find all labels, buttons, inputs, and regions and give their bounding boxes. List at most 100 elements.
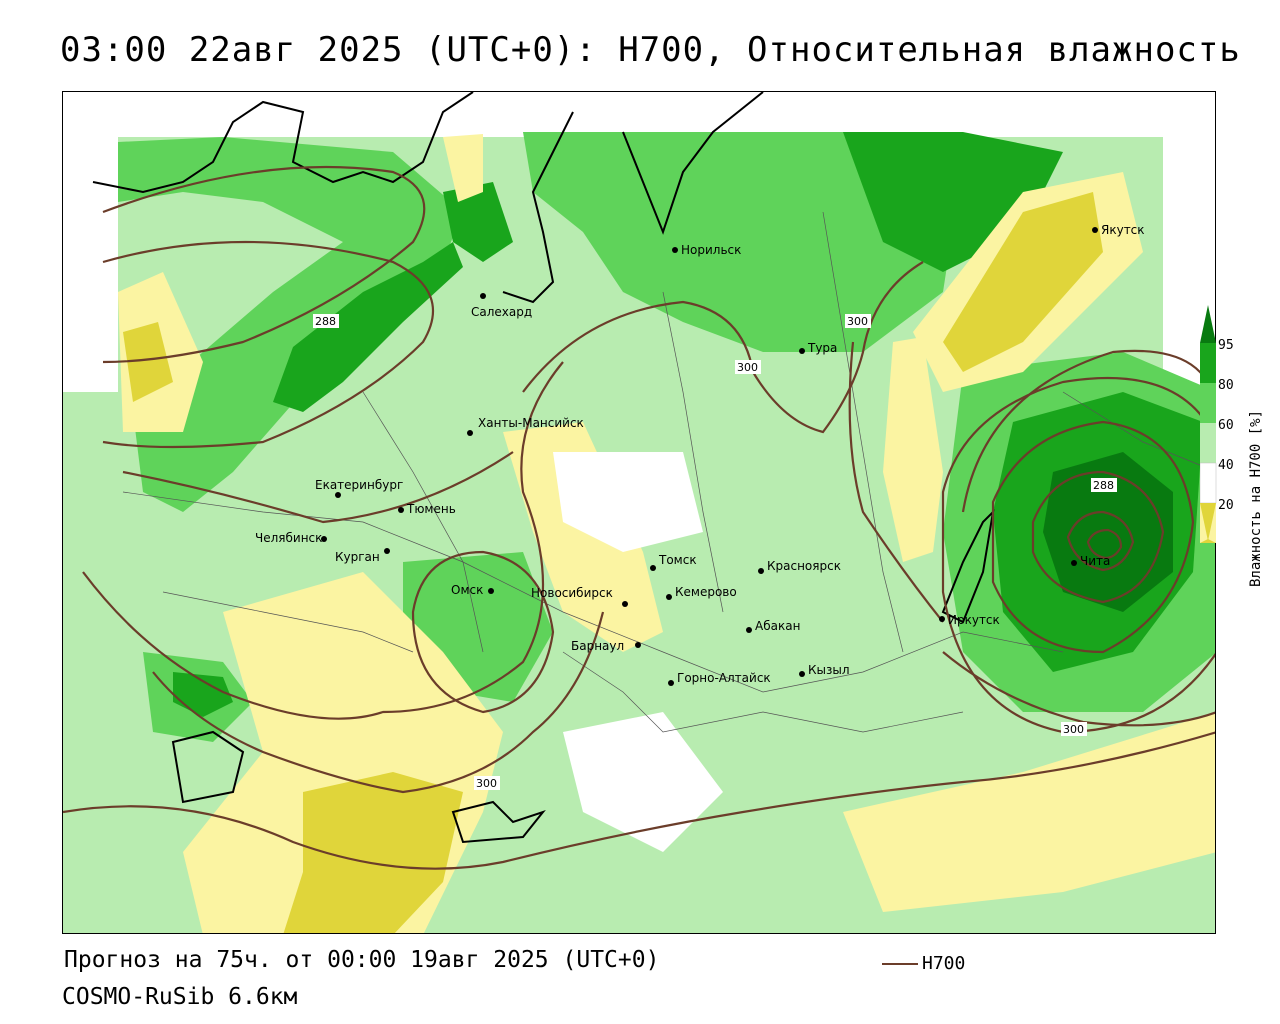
coastline-taymyr <box>622 92 764 235</box>
colorbar-tick-60: 60 <box>1218 418 1234 433</box>
humidity-field <box>63 132 1215 933</box>
contour-chita-2 <box>991 420 1195 654</box>
chart-title: 03:00 22авг 2025 (UTC+0): H700, Относите… <box>60 30 1241 70</box>
contour-omsk-low <box>411 550 555 714</box>
forecast-info: Прогноз на 75ч. от 00:00 19авг 2025 (UTC… <box>64 947 660 973</box>
region-borders <box>122 211 1215 733</box>
contour-300-south <box>82 361 564 720</box>
humidity-95-zone-west <box>273 242 463 412</box>
svg-text:300: 300 <box>476 777 497 790</box>
coastline-arctic <box>92 92 474 194</box>
city-kurgan[interactable]: Курган <box>335 548 390 564</box>
colorbar-band-60 <box>1200 423 1216 463</box>
coastline-balkhash <box>451 800 546 844</box>
city-kemerovo[interactable]: Кемерово <box>666 585 737 600</box>
contour-300-east <box>942 651 1215 727</box>
colorbar-band-95 <box>1200 343 1216 383</box>
svg-text:Салехард: Салехард <box>471 305 532 319</box>
colorbar-tick-40: 40 <box>1218 458 1234 473</box>
humidity-80-zone-west <box>118 137 463 512</box>
contour-288-north <box>102 165 426 364</box>
svg-text:Челябинск: Челябинск <box>255 531 322 545</box>
city-khanty-mansiysk[interactable]: Ханты-Мансийск <box>467 416 584 436</box>
svg-text:Чита: Чита <box>1080 554 1110 568</box>
model-name: COSMO-RuSib 6.6км <box>62 984 298 1010</box>
city-irkutsk[interactable]: Иркутск <box>939 613 1000 627</box>
contour-west-1 <box>102 240 435 449</box>
humidity-low-zone-central <box>553 452 703 552</box>
colorbar-band-40 <box>1199 462 1217 504</box>
colorbar-tick-20: 20 <box>1218 498 1234 513</box>
city-norilsk[interactable]: Норильск <box>672 243 741 257</box>
contour-legend: H700 <box>882 953 965 974</box>
svg-text:Абакан: Абакан <box>755 619 800 633</box>
svg-text:Красноярск: Красноярск <box>767 559 841 573</box>
svg-text:Норильск: Норильск <box>681 243 741 257</box>
colorbar-cap-bottom-2 <box>1200 503 1216 541</box>
svg-text:300: 300 <box>847 315 868 328</box>
border-region-6 <box>562 651 964 733</box>
colorbar-tick-80: 80 <box>1218 378 1234 393</box>
humidity-30-zone-east-strip <box>883 337 943 562</box>
contour-label-300-central: 300 <box>735 360 761 374</box>
city-krasnoyarsk[interactable]: Красноярск <box>758 559 841 574</box>
humidity-20-zone-northeast <box>943 192 1103 372</box>
coastline-caspian <box>171 730 245 804</box>
svg-text:300: 300 <box>1063 723 1084 736</box>
svg-text:300: 300 <box>737 361 758 374</box>
border-region-5 <box>162 591 414 653</box>
humidity-95-zone-southwest <box>173 672 233 717</box>
contour-label-group: 288 300 300 300 288 300 <box>313 314 1117 790</box>
humidity-20-zone-southwest <box>283 772 463 933</box>
colorbar-svg: 95 80 60 40 20 Влажность на H700 [%] <box>1199 305 1264 587</box>
humidity-20-zone-northwest <box>123 322 173 402</box>
svg-text:Кемерово: Кемерово <box>675 585 737 599</box>
svg-text:Кызыл: Кызыл <box>808 663 850 677</box>
city-yekaterinburg[interactable]: Екатеринбург <box>315 478 403 498</box>
contour-label-300-south: 300 <box>474 776 500 790</box>
contour-legend-line <box>882 962 918 965</box>
contour-label-300-east: 300 <box>1061 722 1087 736</box>
svg-text:Новосибирск: Новосибирск <box>531 586 613 600</box>
border-region-3 <box>662 291 724 613</box>
city-salekhard[interactable]: Салехард <box>471 293 532 319</box>
city-gorno-altaysk[interactable]: Горно-Алтайск <box>668 671 771 686</box>
border-region-7 <box>1062 391 1215 472</box>
humidity-95-zone-north <box>443 182 513 262</box>
humidity-100-zone-east <box>1043 452 1173 612</box>
city-abakan[interactable]: Абакан <box>746 619 800 633</box>
colorbar-cap-top <box>1200 305 1216 343</box>
contour-label-288-west: 288 <box>313 314 339 328</box>
svg-text:Тура: Тура <box>807 341 837 355</box>
city-chita[interactable]: Чита <box>1071 554 1110 568</box>
contour-chita-3 <box>1031 470 1165 604</box>
colorbar-band-80 <box>1200 383 1216 423</box>
humidity-30-zone-southeast <box>843 712 1215 912</box>
city-tura[interactable]: Тура <box>799 341 837 355</box>
city-barnaul[interactable]: Барнаул <box>571 639 641 653</box>
contour-300-central <box>522 261 924 434</box>
city-tyumen[interactable]: Тюмень <box>398 502 456 516</box>
colorbar-tick-95: 95 <box>1218 338 1234 353</box>
svg-text:Ханты-Мансийск: Ханты-Мансийск <box>478 416 584 430</box>
city-kyzyl[interactable]: Кызыл <box>799 663 850 677</box>
city-chelyabinsk[interactable]: Челябинск <box>255 531 327 545</box>
map-panel[interactable]: 288 300 300 300 288 300 <box>62 91 1216 934</box>
svg-text:288: 288 <box>315 315 336 328</box>
contour-southwest <box>152 611 605 794</box>
border-region-4 <box>822 211 904 653</box>
coastline-yamal <box>502 111 574 304</box>
contour-chita-4 <box>1066 510 1135 572</box>
h700-contours <box>63 165 1215 870</box>
contour-300-far-south <box>63 731 1215 870</box>
city-yakutsk[interactable]: Якутск <box>1092 223 1145 237</box>
city-omsk[interactable]: Омск <box>451 583 494 597</box>
city-novosibirsk[interactable]: Новосибирск <box>531 586 628 607</box>
svg-text:Иркутск: Иркутск <box>948 613 1000 627</box>
colorbar-label: Влажность на H700 [%] <box>1248 410 1264 587</box>
contour-chita-1 <box>941 376 1215 734</box>
city-markers: Норильск Якутск Салехард Тура Ханты-Манс… <box>255 223 1145 686</box>
city-tomsk[interactable]: Томск <box>650 553 697 571</box>
humidity-low-zone-south <box>563 712 723 852</box>
svg-text:Тюмень: Тюмень <box>406 502 456 516</box>
